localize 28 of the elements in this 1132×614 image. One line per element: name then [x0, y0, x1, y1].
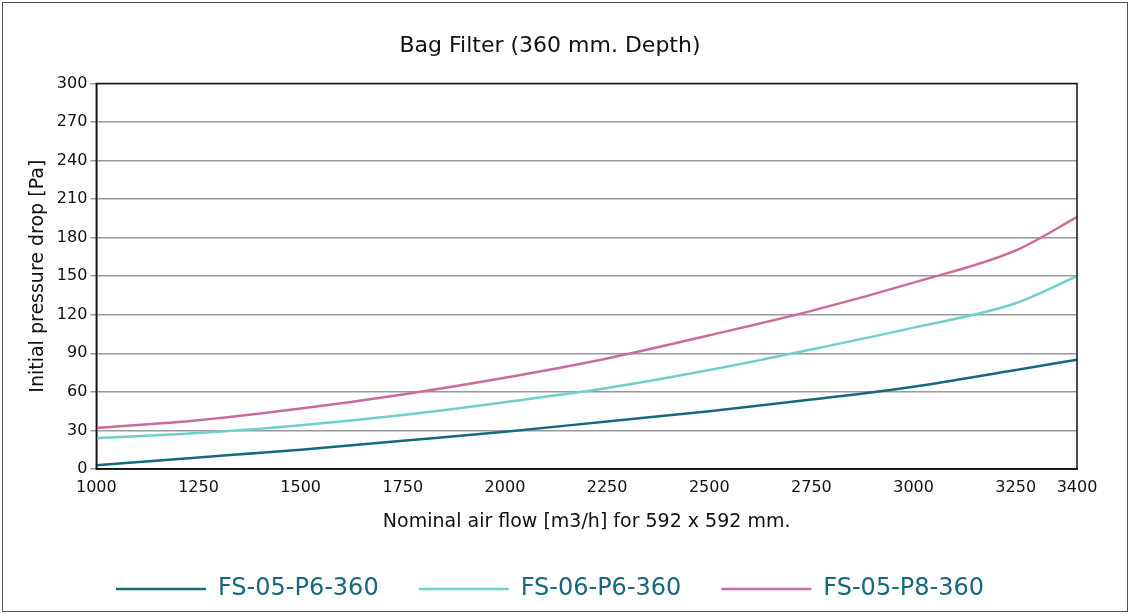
x-tick-label: 2500: [688, 476, 730, 496]
chart-title: Bag Filter (360 mm. Depth): [399, 31, 701, 57]
y-tick-label: 150: [56, 265, 88, 285]
x-tick-label: 1500: [280, 476, 321, 496]
x-tick-label: 3000: [893, 476, 934, 496]
x-tick-label: 3400: [1056, 476, 1098, 496]
legend-label: FS-05-P8-360: [823, 573, 985, 602]
legend-label: FS-06-P6-360: [520, 573, 682, 602]
x-tick-label: 3250: [995, 476, 1037, 496]
y-tick-label: 90: [66, 342, 88, 362]
y-axis-title: Initial pressure drop [Pa]: [25, 159, 48, 393]
x-tick-label: 2750: [791, 476, 832, 496]
legend-label: FS-05-P6-360: [217, 573, 379, 602]
x-tick-label: 1250: [178, 476, 219, 496]
x-tick-label: 1750: [382, 476, 424, 496]
x-axis-title: Nominal air flow [m3/h] for 592 x 592 mm.: [382, 508, 791, 531]
y-tick-label: 0: [77, 458, 88, 478]
y-tick-label: 240: [56, 149, 88, 169]
x-tick-label: 2000: [484, 476, 526, 496]
y-tick-label: 30: [66, 419, 88, 439]
y-tick-label: 270: [56, 111, 88, 131]
y-tick-label: 60: [66, 381, 88, 401]
y-tick-label: 180: [56, 226, 88, 246]
y-tick-label: 210: [56, 188, 88, 208]
x-tick-label: 1000: [75, 476, 117, 496]
y-tick-label: 120: [56, 303, 88, 323]
x-tick-label: 2250: [586, 476, 628, 496]
y-tick-label: 300: [56, 72, 88, 92]
